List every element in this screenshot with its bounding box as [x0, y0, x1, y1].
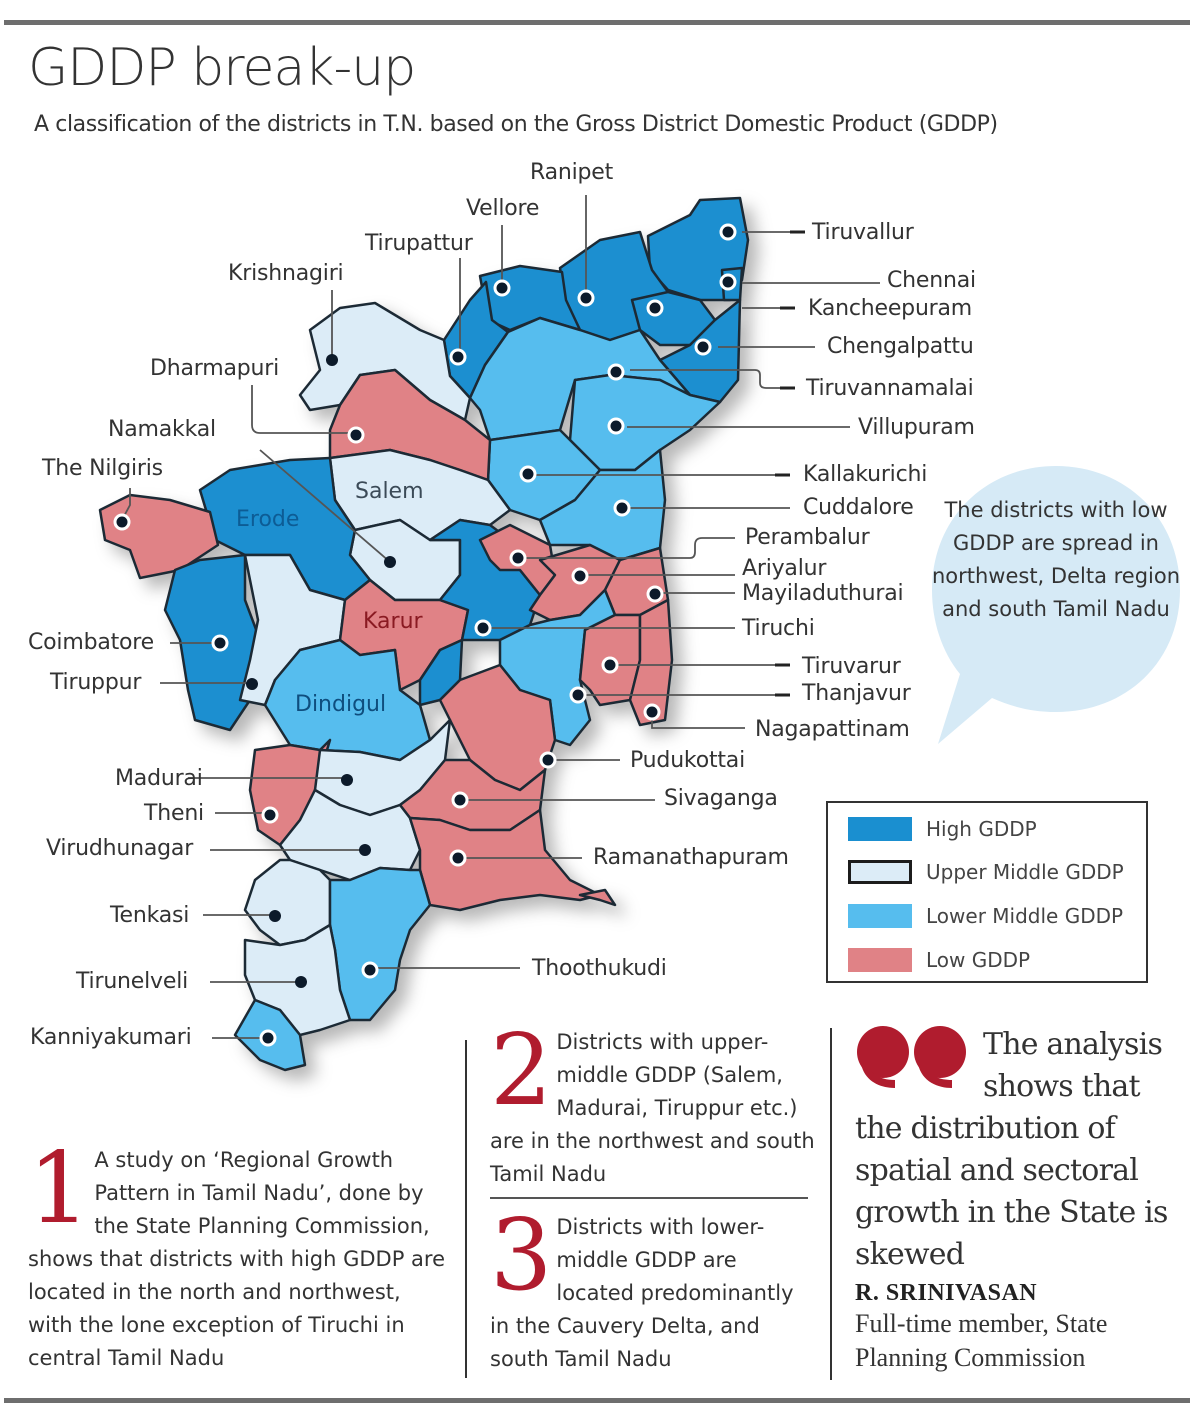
label-tiruvarur: Tiruvarur	[802, 654, 901, 679]
label-nagapattinam: Nagapattinam	[755, 717, 910, 742]
note-1-number: 1	[28, 1132, 91, 1246]
map-label-erode: Erode	[236, 507, 300, 532]
legend: High GDDP Upper Middle GDDP Lower Middle…	[826, 801, 1148, 983]
district-thoothukudi	[328, 866, 432, 1022]
legend-label-high: High GDDP	[926, 817, 1037, 841]
label-nilgiris: The Nilgiris	[42, 456, 163, 481]
note-3-number: 3	[490, 1199, 553, 1313]
label-thoothukudi: Thoothukudi	[532, 956, 667, 981]
label-tenkasi: Tenkasi	[110, 903, 190, 928]
label-ariyalur: Ariyalur	[742, 556, 827, 581]
map-label-karur: Karur	[363, 609, 423, 634]
label-villupuram: Villupuram	[858, 415, 975, 440]
quote-mark-icon	[857, 1026, 966, 1088]
page-subtitle: A classification of the districts in T.N…	[34, 112, 998, 137]
map-label-salem: Salem	[355, 479, 424, 504]
page-title: GDDP break-up	[28, 38, 416, 98]
top-rule	[4, 20, 1190, 25]
label-kancheepuram: Kancheepuram	[808, 296, 973, 321]
legend-swatch-upper-middle	[848, 860, 912, 884]
label-pudukottai: Pudukottai	[630, 748, 745, 773]
quote-text: The analysis shows that the distribution…	[855, 1027, 1168, 1272]
label-namakkal: Namakkal	[108, 417, 216, 442]
label-ramanathapuram: Ramanathapuram	[593, 845, 789, 870]
label-krishnagiri: Krishnagiri	[228, 261, 344, 286]
note-3-text: Districts with lower-middle GDDP are loc…	[490, 1215, 794, 1371]
district-dots	[113, 223, 737, 1047]
quote-author-role: Full-time member, State Planning Commiss…	[855, 1309, 1108, 1372]
note-2: 2 Districts with upper-middle GDDP (Sale…	[490, 1014, 815, 1191]
callout-bubble: The districts with low GDDP are spread i…	[930, 462, 1182, 744]
legend-item-lower-middle: Lower Middle GDDP	[848, 904, 1123, 928]
label-chengalpattu: Chengalpattu	[827, 334, 974, 359]
label-mayiladuthurai: Mayiladuthurai	[742, 581, 904, 606]
legend-item-upper-middle: Upper Middle GDDP	[848, 860, 1124, 884]
legend-item-low: Low GDDP	[848, 948, 1030, 972]
pull-quote: The analysis shows that the distribution…	[855, 1024, 1175, 1375]
bottom-rule	[4, 1398, 1190, 1403]
label-perambalur: Perambalur	[745, 525, 870, 550]
note-2-text: Districts with upper-middle GDDP (Salem,…	[490, 1030, 815, 1186]
divider-left	[465, 1040, 467, 1378]
label-ranipet: Ranipet	[530, 160, 614, 185]
note-1-text: A study on ‘Regional Growth Pattern in T…	[28, 1148, 446, 1370]
note-2-number: 2	[490, 1014, 553, 1128]
legend-swatch-lower-middle	[848, 904, 912, 928]
divider-notes	[490, 1197, 808, 1199]
label-tiruchi: Tiruchi	[742, 616, 815, 641]
legend-label-upper-middle: Upper Middle GDDP	[926, 860, 1124, 884]
label-tiruvannamalai: Tiruvannamalai	[806, 376, 974, 401]
quote-author: R. SRINIVASAN	[855, 1280, 1038, 1306]
speech-bubble-shape	[932, 466, 1180, 744]
label-dashes	[775, 230, 805, 697]
label-coimbatore: Coimbatore	[28, 630, 154, 655]
label-chennai: Chennai	[887, 268, 976, 293]
label-tiruvallur: Tiruvallur	[812, 220, 914, 245]
label-kallakurichi: Kallakurichi	[803, 462, 928, 487]
callout-text: The districts with low GDDP are spread i…	[931, 498, 1181, 621]
label-vellore: Vellore	[466, 196, 540, 221]
label-virudhunagar: Virudhunagar	[46, 836, 194, 861]
label-dharmapuri: Dharmapuri	[150, 356, 280, 381]
label-cuddalore: Cuddalore	[803, 495, 914, 520]
map-label-dindigul: Dindigul	[295, 692, 387, 717]
legend-swatch-low	[848, 948, 912, 972]
label-tirunelveli: Tirunelveli	[76, 969, 189, 994]
rameswaram-spit	[578, 888, 617, 907]
divider-right	[830, 1028, 832, 1380]
label-tirupattur: Tirupattur	[365, 231, 473, 256]
legend-label-low: Low GDDP	[926, 948, 1031, 972]
label-madurai: Madurai	[115, 766, 203, 791]
legend-swatch-high	[848, 817, 912, 841]
note-3: 3 Districts with lower-middle GDDP are l…	[490, 1199, 815, 1376]
label-tiruppur: Tiruppur	[50, 670, 142, 695]
leader-lines	[121, 195, 880, 1039]
district-nilgiris	[98, 493, 220, 580]
legend-item-high: High GDDP	[848, 817, 1037, 841]
tamil-nadu-map	[98, 195, 880, 1072]
label-theni: Theni	[144, 801, 204, 826]
label-sivaganga: Sivaganga	[664, 786, 778, 811]
label-thanjavur: Thanjavur	[802, 681, 911, 706]
legend-label-lower-middle: Lower Middle GDDP	[926, 904, 1124, 928]
label-kanniyakumari: Kanniyakumari	[30, 1025, 192, 1050]
note-1: 1 A study on ‘Regional Growth Pattern in…	[28, 1132, 448, 1375]
